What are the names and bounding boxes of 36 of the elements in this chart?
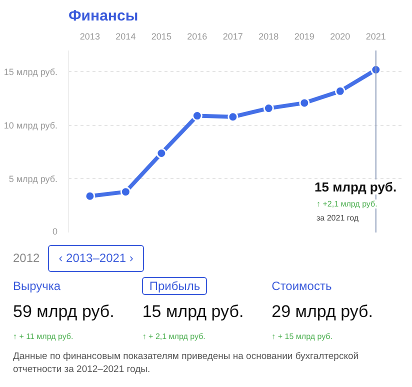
point [84,190,96,202]
x-tick-label: 2014 [116,32,136,42]
text: ↑ + 11 млрд руб. [13,330,74,342]
point [120,186,131,198]
y-tick-label: 15 млрд руб. [4,66,58,77]
text: Прибыль [142,277,208,296]
point [192,110,202,122]
text: Выручка [13,278,61,294]
annotation: за 2021 год [316,214,359,222]
text: 2012 [13,250,40,267]
x-tick-label: 2013 [80,32,100,42]
text: ↑ + 2,1 млрд руб. [142,330,206,342]
text: Данные по финансовым показателям приведены на основании бухгалтерской отчетности за 2012–2021 годы. [13,350,360,377]
point [156,148,167,159]
x-tick-label: 2018 [258,32,279,42]
point [334,86,346,96]
y-tick-label: 5 млрд руб. [8,174,58,184]
text: ‹ 2013–2021 › [48,245,144,272]
text: 59 млрд руб. [13,301,116,324]
y-tick-label: 10 млрд руб. [4,120,58,130]
y-tick-label: 0 [52,226,58,236]
x-tick-label: 2019 [294,32,314,42]
text: 29 млрд руб. [272,301,374,324]
annotation: ↑ +2,1 млрд руб. [316,200,378,208]
x-tick-label: 2016 [187,32,208,42]
x-tick-label: 2021 [366,32,386,42]
text: 15 млрд руб. [142,301,245,324]
annotation: 15 млрд руб. [314,180,397,194]
point [228,112,238,122]
x-tick-label: 2017 [222,32,243,42]
x-tick-label: 2020 [330,32,350,42]
text: ↑ + 15 млрд руб. [272,330,334,342]
point [299,98,310,108]
chart-title: Финансы [68,8,138,24]
x-tick-label: 2015 [151,32,172,42]
text: Стоимость [272,278,332,294]
